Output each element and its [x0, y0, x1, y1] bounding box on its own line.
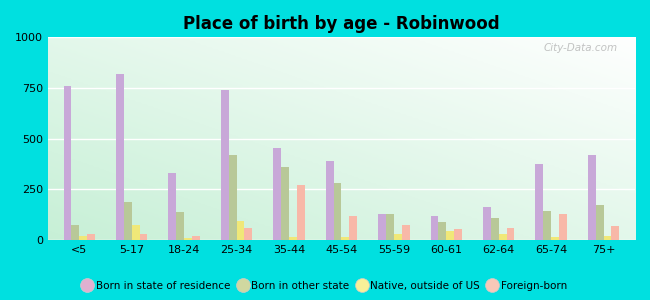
Bar	[64, 86, 72, 240]
Bar	[140, 234, 148, 240]
Bar	[87, 234, 95, 240]
Bar	[273, 148, 281, 240]
Bar	[483, 207, 491, 240]
Bar	[551, 237, 559, 240]
Legend: Born in state of residence, Born in other state, Native, outside of US, Foreign-: Born in state of residence, Born in othe…	[79, 277, 571, 295]
Bar	[430, 216, 438, 240]
Title: Place of birth by age - Robinwood: Place of birth by age - Robinwood	[183, 15, 500, 33]
Bar	[402, 225, 410, 240]
Bar	[289, 237, 297, 240]
Bar	[394, 234, 402, 240]
Bar	[326, 161, 333, 240]
Bar	[192, 236, 200, 240]
Bar	[559, 214, 567, 240]
Bar	[588, 155, 595, 240]
Bar	[454, 229, 462, 240]
Bar	[543, 211, 551, 240]
Bar	[221, 90, 229, 240]
Bar	[132, 225, 140, 240]
Bar	[72, 225, 79, 240]
Bar	[281, 167, 289, 240]
Bar	[506, 228, 514, 240]
Bar	[168, 173, 176, 240]
Bar	[378, 214, 386, 240]
Bar	[79, 236, 87, 240]
Bar	[229, 155, 237, 240]
Bar	[612, 226, 619, 240]
Text: City-Data.com: City-Data.com	[543, 44, 618, 53]
Bar	[447, 231, 454, 240]
Bar	[499, 234, 506, 240]
Bar	[604, 236, 612, 240]
Bar	[438, 222, 447, 240]
Bar	[237, 221, 244, 240]
Bar	[595, 205, 604, 240]
Bar	[124, 202, 132, 240]
Bar	[341, 237, 349, 240]
Bar	[333, 183, 341, 240]
Bar	[176, 212, 184, 240]
Bar	[536, 164, 543, 240]
Bar	[297, 185, 305, 240]
Bar	[491, 218, 499, 240]
Bar	[116, 74, 124, 240]
Bar	[184, 238, 192, 240]
Bar	[349, 216, 357, 240]
Bar	[386, 214, 394, 240]
Bar	[244, 228, 252, 240]
